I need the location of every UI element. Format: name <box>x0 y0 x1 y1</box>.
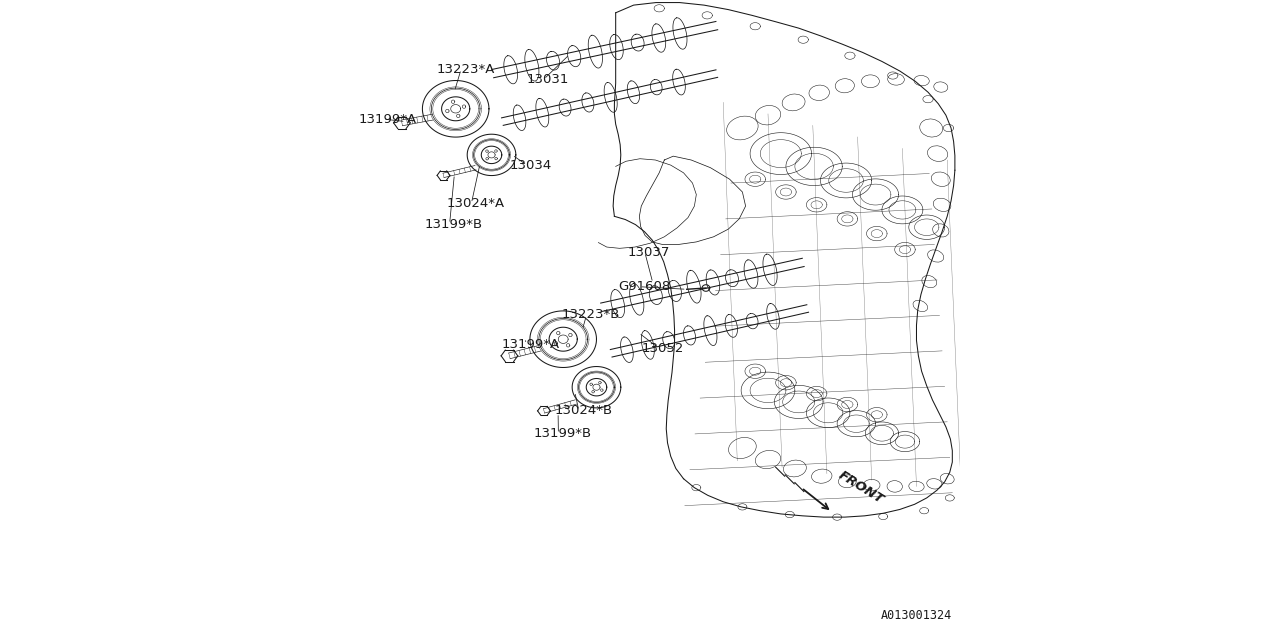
Text: G91608: G91608 <box>618 280 671 293</box>
Text: A013001324: A013001324 <box>881 609 952 622</box>
Text: 13199*A: 13199*A <box>502 338 559 351</box>
Text: 13199*A: 13199*A <box>358 113 416 125</box>
Text: 13052: 13052 <box>641 342 684 355</box>
Text: 13199*B: 13199*B <box>425 218 483 230</box>
Text: 13199*B: 13199*B <box>534 428 591 440</box>
Text: 13024*B: 13024*B <box>554 404 612 417</box>
Text: 13034: 13034 <box>509 159 552 172</box>
Text: 13024*A: 13024*A <box>447 197 504 210</box>
Text: 13223*B: 13223*B <box>562 308 621 321</box>
Text: 13037: 13037 <box>627 246 669 259</box>
Text: 13031: 13031 <box>526 73 568 86</box>
Text: FRONT: FRONT <box>837 469 886 507</box>
Text: 13223*A: 13223*A <box>436 63 495 76</box>
